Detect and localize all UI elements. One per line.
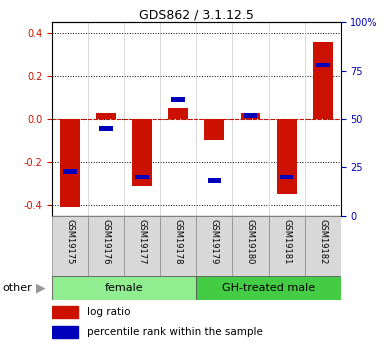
Bar xyxy=(196,216,233,276)
Bar xyxy=(204,119,224,140)
Bar xyxy=(171,97,185,102)
Text: percentile rank within the sample: percentile rank within the sample xyxy=(87,327,263,337)
Text: GSM19175: GSM19175 xyxy=(65,219,75,264)
Bar xyxy=(52,326,78,338)
Bar xyxy=(52,306,78,318)
Bar xyxy=(208,178,221,183)
Text: other: other xyxy=(2,283,32,293)
Title: GDS862 / 3.1.12.5: GDS862 / 3.1.12.5 xyxy=(139,8,254,21)
Bar xyxy=(233,216,269,276)
Bar xyxy=(96,112,116,119)
Bar xyxy=(277,119,296,194)
Text: GSM19181: GSM19181 xyxy=(282,219,291,264)
Text: GH-treated male: GH-treated male xyxy=(222,283,315,293)
Text: GSM19182: GSM19182 xyxy=(318,219,327,264)
Text: GSM19179: GSM19179 xyxy=(210,219,219,264)
Bar xyxy=(241,112,260,119)
Text: GSM19176: GSM19176 xyxy=(102,219,110,264)
Text: log ratio: log ratio xyxy=(87,307,130,317)
Bar xyxy=(88,216,124,276)
Bar xyxy=(316,62,330,67)
Bar xyxy=(132,119,152,186)
Bar xyxy=(124,216,160,276)
Text: GSM19177: GSM19177 xyxy=(138,219,147,264)
Bar xyxy=(52,276,196,300)
Bar xyxy=(60,119,80,207)
Bar xyxy=(196,276,341,300)
Bar xyxy=(313,42,333,119)
Bar xyxy=(52,216,88,276)
Bar xyxy=(305,216,341,276)
Bar xyxy=(269,216,305,276)
Text: ▶: ▶ xyxy=(36,282,45,295)
Bar xyxy=(280,175,293,179)
Bar xyxy=(244,113,257,118)
Bar xyxy=(99,126,113,131)
Text: GSM19178: GSM19178 xyxy=(174,219,183,264)
Bar xyxy=(136,175,149,179)
Bar xyxy=(168,108,188,119)
Bar xyxy=(160,216,196,276)
Bar xyxy=(63,169,77,174)
Text: female: female xyxy=(105,283,144,293)
Text: GSM19180: GSM19180 xyxy=(246,219,255,264)
